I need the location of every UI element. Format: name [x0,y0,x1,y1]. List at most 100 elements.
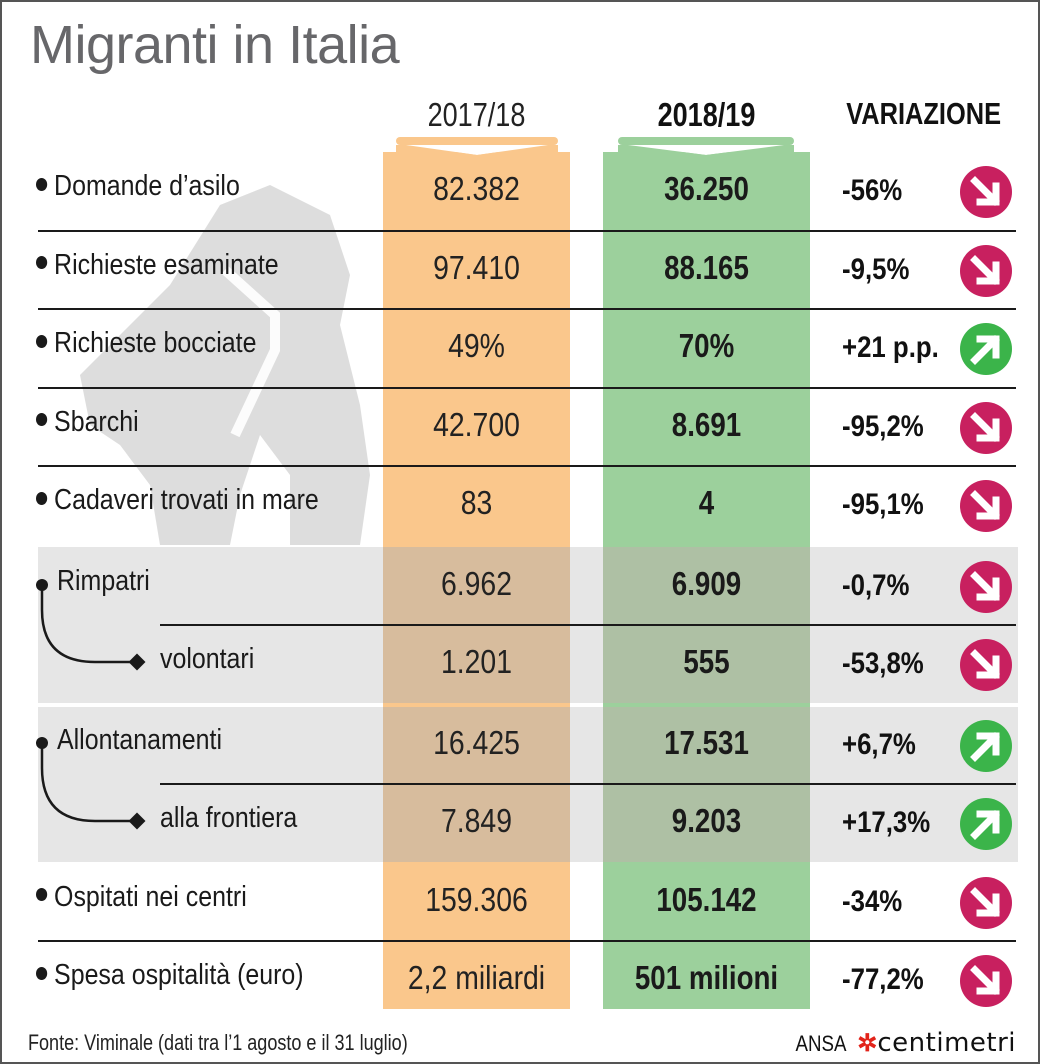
row-label: Richieste bocciate [36,327,256,360]
header-variazione: VARIAZIONE [846,96,1002,131]
table-row: alla frontiera 7.849 9.203 +17,3% [0,784,1040,862]
table-row: Spesa ospitalità (euro) 2,2 miliardi 501 m… [0,941,1040,1019]
trend-up-arrow-icon [960,323,1012,375]
bullet-icon [36,966,48,980]
value-2017-18: 16.425 [433,723,520,761]
brand-centimetri: centimetri [877,1028,1016,1058]
bullet-icon [36,888,48,902]
table-row: volontari 1.201 555 -53,8% [0,625,1040,703]
row-label-text: volontari [160,643,255,675]
row-separator [38,308,1016,310]
row-label: alla frontiera [160,802,297,835]
row-label: Rimpatri [57,565,150,598]
value-2017-18: 7.849 [440,802,513,839]
table-row: Allontanamenti 16.425 17.531 +6,7% [0,706,1040,784]
trend-down-arrow-icon [960,955,1012,1007]
table-row: Cadaveri trovati in mare 83 4 -95,1% [0,466,1040,544]
row-label-text: Cadaveri trovati in mare [54,484,319,516]
row-label-text: Spesa ospitalità (euro) [54,959,304,991]
value-variazione: -0,7% [842,568,910,602]
trend-down-arrow-icon [960,876,1012,929]
value-2018-19: 501 milioni [634,959,779,996]
trend-down-arrow-icon [960,244,1012,297]
row-separator [38,229,1016,232]
brand-star-icon: ✲ [857,1030,878,1057]
header-2017-18: 2017/18 [427,96,526,133]
bullet-icon [36,413,48,427]
value-variazione: -95,2% [842,409,924,443]
column-2017-18-pointer [396,137,558,155]
row-label-text: Sbarchi [54,405,139,438]
allontanamenti-connector [36,737,146,830]
table-row: Rimpatri 6.962 6.909 -0,7% [0,547,1040,625]
value-2017-18: 83 [460,484,493,521]
row-label-text: Richieste bocciate [54,327,257,359]
bullet-icon [36,177,48,191]
row-label-text: Domande d’asilo [54,170,240,202]
value-2017-18: 97.410 [433,248,520,286]
value-2018-19: 4 [698,484,715,521]
value-variazione: -53,8% [842,647,924,680]
trend-up-arrow-icon [960,719,1012,772]
value-variazione: -9,5% [842,252,910,286]
value-2018-19: 555 [683,643,730,680]
trend-down-arrow-icon [960,560,1012,613]
rimpatri-connector [36,579,146,671]
row-separator [38,386,1016,389]
row-separator [38,940,1016,942]
value-variazione: -77,2% [842,963,924,996]
row-separator [38,465,1016,467]
row-label-text: Allontanamenti [57,723,222,756]
trend-down-arrow-icon [960,401,1012,454]
value-variazione: +6,7% [842,727,916,761]
sub-row-separator [160,624,1016,626]
row-label: Allontanamenti [57,724,222,757]
value-2017-18: 2,2 miliardi [407,959,546,996]
value-2017-18: 49% [448,327,505,364]
row-label-text: Richieste esaminate [54,248,279,281]
trend-down-arrow-icon [960,166,1012,218]
table-row: Ospitati nei centri 159.306 105.142 -34% [0,863,1040,941]
value-2017-18: 6.962 [440,564,513,602]
row-label: Sbarchi [36,406,139,439]
value-2018-19: 17.531 [664,723,749,761]
value-2017-18: 82.382 [433,170,520,207]
value-variazione: -95,1% [842,488,924,521]
value-2017-18: 159.306 [425,880,528,918]
bullet-icon [36,334,48,348]
value-2018-19: 8.691 [671,405,742,443]
value-variazione: -56% [842,174,903,207]
header-2018-19: 2018/19 [657,96,756,133]
value-2018-19: 70% [678,327,735,364]
trend-down-arrow-icon [960,639,1012,691]
value-2018-19: 6.909 [671,564,742,602]
bullet-icon [36,491,48,505]
row-label: volontari [160,643,254,676]
value-2018-19: 105.142 [656,880,757,918]
value-variazione: +17,3% [842,806,931,839]
trend-up-arrow-icon [960,798,1012,850]
trend-down-arrow-icon [960,480,1012,532]
value-2018-19: 9.203 [671,802,742,839]
brand-ansa: ANSA [795,1031,847,1056]
value-2018-19: 88.165 [664,248,749,286]
crouching-person-silhouette [80,185,370,545]
table-row: Sbarchi 42.700 8.691 -95,2% [0,388,1040,466]
column-2018-19-pointer [618,137,794,155]
table-row: Richieste esaminate 97.410 88.165 -9,5% [0,231,1040,309]
value-2018-19: 36.250 [664,170,749,207]
source-note: Fonte: Viminale (dati tra l’1 agosto e i… [28,1030,408,1055]
row-label-text: Ospitati nei centri [54,880,247,913]
row-label-text: Rimpatri [57,564,150,597]
value-2017-18: 1.201 [440,643,513,680]
table-row: Domande d’asilo 82.382 36.250 -56% [0,152,1040,230]
bullet-icon [36,256,48,270]
row-label: Ospitati nei centri [36,881,247,914]
row-label: Domande d’asilo [36,170,240,203]
sub-row-separator [160,783,1016,785]
value-variazione: +21 p.p. [842,331,939,364]
brand-logo: ANSA ✲centimetri [791,1028,1016,1058]
page-title: Migranti in Italia [30,15,400,75]
row-label: Richieste esaminate [36,249,279,282]
